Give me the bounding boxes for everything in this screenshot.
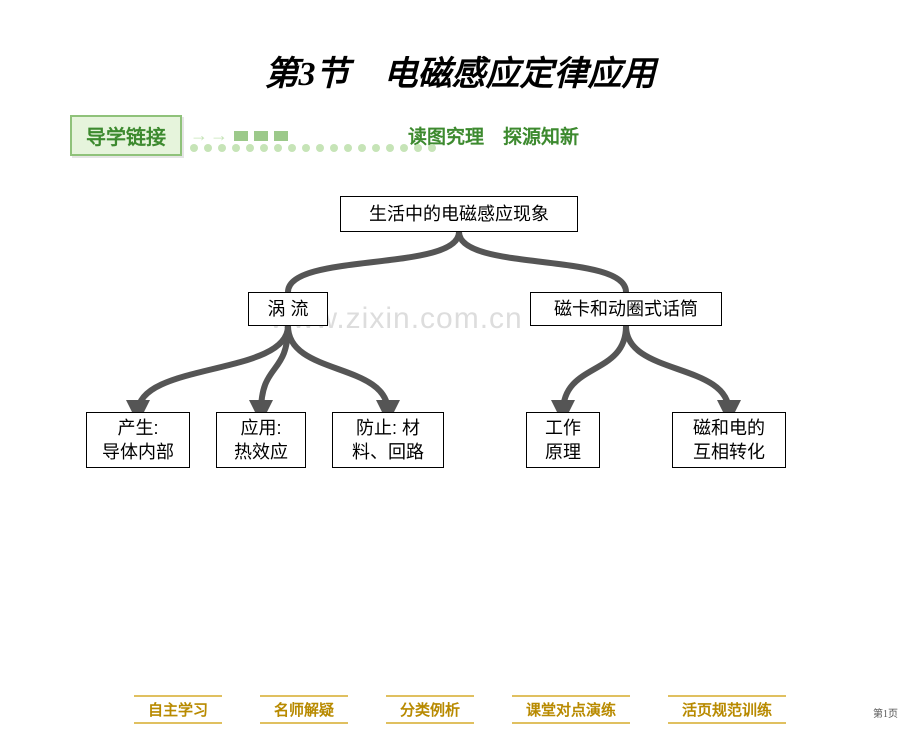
dot-icon <box>386 144 394 152</box>
diagram-node-n3: 防止: 材 料、回路 <box>332 412 444 468</box>
nav-item[interactable]: 自主学习 <box>134 695 222 724</box>
decorative-dots: →→ <box>190 125 288 146</box>
nav-item[interactable]: 课堂对点演练 <box>512 695 630 724</box>
dot-icon <box>218 144 226 152</box>
dot-icon <box>204 144 212 152</box>
nav-item[interactable]: 名师解疑 <box>260 695 348 724</box>
diagram-edge <box>459 232 626 292</box>
diagram-node-n5: 磁和电的 互相转化 <box>672 412 786 468</box>
diagram-node-card: 磁卡和动圈式话筒 <box>530 292 722 326</box>
nav-item[interactable]: 分类例析 <box>386 695 474 724</box>
dot-icon <box>190 144 198 152</box>
dot-icon <box>414 144 422 152</box>
diagram-node-n2: 应用: 热效应 <box>216 412 306 468</box>
section-header: 导学链接 →→ 读图究理 探源知新 <box>70 115 920 156</box>
dot-icon <box>428 144 436 152</box>
page-number: 第1页 <box>873 705 898 720</box>
rect-icon <box>234 131 248 141</box>
dot-icon <box>288 144 296 152</box>
dot-icon <box>330 144 338 152</box>
dot-icon <box>302 144 310 152</box>
dot-icon <box>358 144 366 152</box>
diagram-edge <box>261 326 288 412</box>
diagram-edge <box>563 326 626 412</box>
dot-icon <box>316 144 324 152</box>
dot-icon <box>400 144 408 152</box>
dot-icon <box>372 144 380 152</box>
diagram-node-n1: 产生: 导体内部 <box>86 412 190 468</box>
diagram-node-root: 生活中的电磁感应现象 <box>340 196 578 232</box>
nav-item[interactable]: 活页规范训练 <box>668 695 786 724</box>
diagram-edge <box>288 232 459 292</box>
diagram-node-n4: 工作 原理 <box>526 412 600 468</box>
concept-diagram: 生活中的电磁感应现象涡 流 磁卡和动圈式话筒产生: 导体内部应用: 热效应防止: … <box>60 196 860 516</box>
diagram-edge <box>288 326 388 412</box>
diagram-edge <box>138 326 288 412</box>
section-badge: 导学链接 <box>70 115 182 156</box>
dot-icon <box>344 144 352 152</box>
dot-icon <box>274 144 282 152</box>
dot-icon <box>232 144 240 152</box>
page-title: 第3节 电磁感应定律应用 <box>0 46 920 95</box>
bottom-nav: 自主学习 名师解疑 分类例析 课堂对点演练 活页规范训练 <box>0 695 920 724</box>
dot-icon <box>246 144 254 152</box>
rect-icon <box>274 131 288 141</box>
dot-icon <box>260 144 268 152</box>
rect-icon <box>254 131 268 141</box>
diagram-node-eddy: 涡 流 <box>248 292 328 326</box>
diagram-edge <box>626 326 729 412</box>
diagram-connectors <box>60 196 860 516</box>
